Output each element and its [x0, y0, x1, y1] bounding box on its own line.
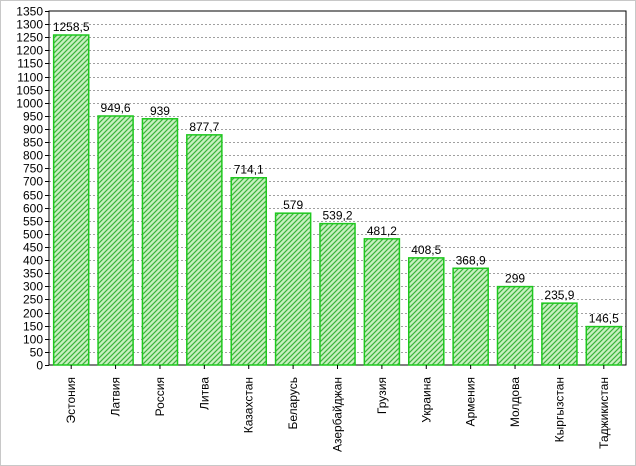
y-tick-label: 950	[23, 110, 43, 124]
bar	[230, 176, 268, 366]
y-tick-label: 800	[23, 149, 43, 163]
bar	[407, 257, 445, 366]
bar	[52, 34, 90, 366]
y-tick-label: 1050	[16, 84, 43, 98]
data-label: 299	[505, 272, 525, 286]
x-axis: Эстония Латвия Россия Литва Казахстан Беларус…	[64, 365, 611, 452]
y-tick-label: 200	[23, 307, 43, 321]
bar	[319, 222, 356, 366]
bars	[52, 34, 623, 366]
category-label: Беларусь	[286, 377, 300, 429]
bar	[585, 325, 623, 366]
data-label: 877,7	[189, 120, 219, 134]
data-label: 579	[283, 198, 303, 212]
category-label: Украина	[419, 377, 433, 423]
data-labels: 1258,5 949,6 939 877,7 714,1 579 539,2 481,2 408…	[53, 20, 619, 326]
bar	[541, 302, 578, 366]
bar	[363, 238, 401, 366]
y-tick-label: 100	[23, 333, 43, 347]
y-tick-label: 650	[23, 189, 43, 203]
category-label: Таджикистан	[597, 377, 611, 449]
bar	[97, 115, 134, 366]
y-tick-label: 50	[30, 346, 44, 360]
y-tick-label: 1000	[16, 97, 43, 111]
y-tick-label: 350	[23, 267, 43, 281]
y-tick-label: 150	[23, 320, 43, 334]
y-tick-label: 750	[23, 162, 43, 176]
y-tick-label: 450	[23, 241, 43, 255]
category-label: Молдова	[508, 377, 522, 427]
category-label: Казахстан	[242, 377, 256, 433]
category-label: Грузия	[375, 377, 389, 414]
category-label: Кыргызстан	[552, 377, 566, 442]
y-tick-label: 550	[23, 215, 43, 229]
y-tick-label: 500	[23, 228, 43, 242]
bar	[186, 134, 223, 366]
bar	[496, 285, 534, 366]
data-label: 939	[150, 104, 170, 118]
data-label: 235,9	[544, 288, 574, 302]
data-label: 1258,5	[53, 20, 90, 34]
y-tick-label: 1250	[16, 31, 43, 45]
bar	[274, 212, 312, 366]
y-tick-label: 850	[23, 136, 43, 150]
y-tick-label: 0	[36, 359, 43, 373]
bar	[141, 118, 179, 366]
data-label: 368,9	[456, 253, 486, 267]
y-tick-label: 900	[23, 123, 43, 137]
y-tick-label: 600	[23, 202, 43, 216]
data-label: 146,5	[589, 312, 619, 326]
y-axis: 0501001502002503003504004505005506006507…	[16, 5, 627, 373]
data-label: 714,1	[234, 163, 264, 177]
category-label: Эстония	[64, 377, 78, 424]
y-tick-label: 250	[23, 293, 43, 307]
data-label: 481,2	[367, 224, 397, 238]
category-label: Латвия	[109, 377, 123, 416]
y-tick-label: 1350	[16, 5, 43, 19]
y-tick-label: 700	[23, 175, 43, 189]
category-label: Россия	[153, 377, 167, 416]
data-label: 949,6	[101, 101, 131, 115]
data-label: 539,2	[322, 209, 352, 223]
category-label: Литва	[197, 377, 211, 410]
y-tick-label: 300	[23, 280, 43, 294]
data-label: 408,5	[411, 243, 441, 257]
bar	[452, 267, 489, 366]
category-label: Азербайджан	[331, 377, 345, 452]
y-tick-label: 1200	[16, 44, 43, 58]
y-tick-label: 400	[23, 254, 43, 268]
y-tick-label: 1100	[17, 71, 43, 85]
y-tick-label: 1300	[16, 18, 43, 32]
y-tick-label: 1150	[17, 57, 43, 71]
category-label: Армения	[464, 377, 478, 426]
